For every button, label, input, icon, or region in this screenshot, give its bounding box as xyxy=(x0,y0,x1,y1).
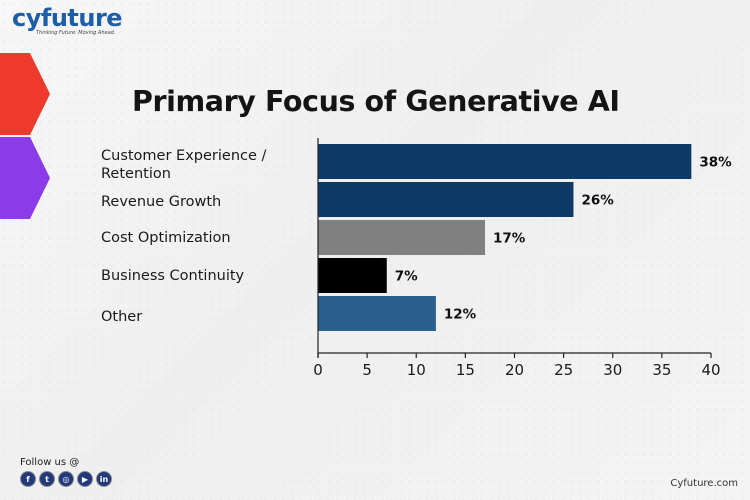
red-chevron-decoration xyxy=(0,53,50,135)
logo-tagline: Thinking Future. Moving Ahead. xyxy=(36,30,116,36)
x-tick-label-7: 35 xyxy=(652,361,671,379)
bar-1 xyxy=(318,182,574,217)
x-tick-label-3: 15 xyxy=(456,361,475,379)
bar-4 xyxy=(318,296,436,331)
data-label-2: 17% xyxy=(493,231,526,247)
category-label-4: Other xyxy=(101,308,316,326)
data-label-0: 38% xyxy=(699,155,732,171)
x-tick-label-1: 5 xyxy=(362,361,372,379)
purple-chevron-decoration xyxy=(0,137,50,219)
bar-2 xyxy=(318,220,486,255)
youtube-icon[interactable]: ▶ xyxy=(77,471,93,487)
chart-title: Primary Focus of Generative AI xyxy=(132,85,620,118)
instagram-icon[interactable]: ◎ xyxy=(58,471,74,487)
category-label-3-line-0: Business Continuity xyxy=(101,268,245,284)
x-tick-label-4: 20 xyxy=(505,361,524,379)
category-label-1: Revenue Growth xyxy=(101,193,316,211)
category-label-1-line-0: Revenue Growth xyxy=(101,194,222,210)
x-tick-label-2: 10 xyxy=(407,361,426,379)
data-label-1: 26% xyxy=(581,193,614,209)
x-tick-label-0: 0 xyxy=(313,361,323,379)
bar-0 xyxy=(318,144,692,179)
category-label-0-line-1: Retention xyxy=(101,166,171,182)
site-url[interactable]: Cyfuture.com xyxy=(670,478,738,489)
x-tick-label-8: 40 xyxy=(701,361,720,379)
x-tick-label-5: 25 xyxy=(554,361,573,379)
data-label-3: 7% xyxy=(395,269,418,285)
twitter-icon[interactable]: t xyxy=(39,471,55,487)
category-label-0: Customer Experience / Retention xyxy=(101,147,316,183)
category-label-0-line-0: Customer Experience / xyxy=(101,148,267,164)
social-icons: f t ◎ ▶ in xyxy=(20,471,112,487)
social-section: Follow us @ f t ◎ ▶ in xyxy=(20,457,112,487)
follow-label: Follow us @ xyxy=(20,457,80,468)
x-tick-label-6: 30 xyxy=(603,361,622,379)
linkedin-icon[interactable]: in xyxy=(96,471,112,487)
logo-wordmark: cyfuture xyxy=(12,4,123,32)
category-label-2-line-0: Cost Optimization xyxy=(101,230,231,246)
category-label-3: Business Continuity xyxy=(101,267,316,285)
bar-3 xyxy=(318,258,387,293)
brand-logo[interactable]: cyfuture Thinking Future. Moving Ahead. xyxy=(12,4,123,36)
category-label-4-line-0: Other xyxy=(101,309,143,325)
category-label-2: Cost Optimization xyxy=(101,229,316,247)
data-label-4: 12% xyxy=(444,307,477,323)
facebook-icon[interactable]: f xyxy=(20,471,36,487)
